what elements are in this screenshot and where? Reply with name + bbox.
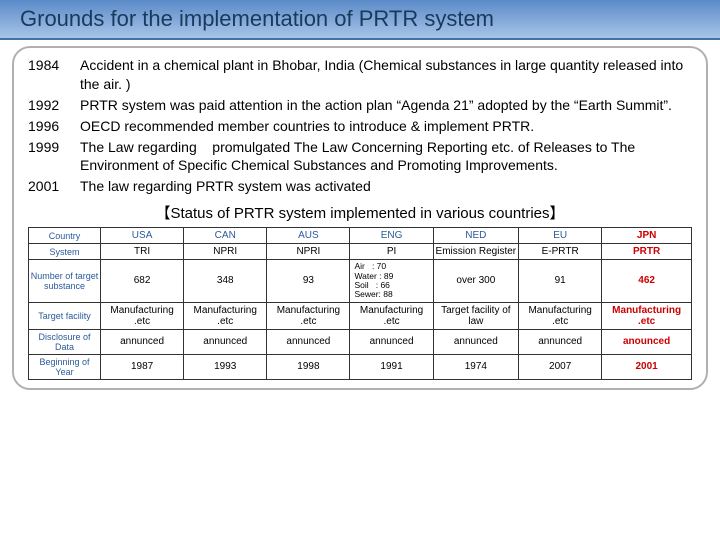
col-header: AUS — [267, 228, 350, 244]
table-cell: anounced — [602, 329, 692, 354]
table-cell: Manufacturing .etc — [184, 302, 267, 329]
col-header: EU — [519, 228, 602, 244]
table-cell: annunced — [350, 329, 433, 354]
table-cell: annunced — [101, 329, 184, 354]
table-cell: Manufacturing .etc — [519, 302, 602, 329]
table-cell: E-PRTR — [519, 244, 602, 260]
timeline-entry: 1992PRTR system was paid attention in th… — [28, 96, 692, 115]
row-header: Number of target substance — [29, 260, 101, 302]
table-cell: TRI — [101, 244, 184, 260]
table-cell: annunced — [519, 329, 602, 354]
status-table: CountryUSACANAUSENGNEDEUJPNSystemTRINPRI… — [28, 227, 692, 379]
table-cell: annunced — [267, 329, 350, 354]
table-cell: annunced — [433, 329, 518, 354]
table-cell: 462 — [602, 260, 692, 302]
table-cell: 682 — [101, 260, 184, 302]
page-title: Grounds for the implementation of PRTR s… — [20, 6, 700, 32]
timeline-entry: 1999The Law regarding promulgated The La… — [28, 138, 692, 176]
row-header: Disclosure of Data — [29, 329, 101, 354]
table-cell: over 300 — [433, 260, 518, 302]
row-header: System — [29, 244, 101, 260]
table-cell: PRTR — [602, 244, 692, 260]
table-cell: 1991 — [350, 354, 433, 379]
table-cell: Manufacturing .etc — [267, 302, 350, 329]
col-header: CAN — [184, 228, 267, 244]
table-cell: annunced — [184, 329, 267, 354]
row-header: Beginning of Year — [29, 354, 101, 379]
table-cell: 93 — [267, 260, 350, 302]
table-cell: NPRI — [184, 244, 267, 260]
table-cell: Air : 70Water : 89Soil : 66Sewer: 88 — [350, 260, 433, 302]
table-cell: 91 — [519, 260, 602, 302]
content-panel: 1984Accident in a chemical plant in Bhob… — [12, 46, 708, 390]
table-cell: NPRI — [267, 244, 350, 260]
table-cell: 348 — [184, 260, 267, 302]
table-cell: Manufacturing .etc — [602, 302, 692, 329]
table-cell: Manufacturing .etc — [101, 302, 184, 329]
table-cell: 2001 — [602, 354, 692, 379]
table-cell: 2007 — [519, 354, 602, 379]
timeline-year: 1999 — [28, 138, 76, 176]
table-cell: 1987 — [101, 354, 184, 379]
timeline-year: 2001 — [28, 177, 76, 196]
timeline-entry: 1996OECD recommended member countries to… — [28, 117, 692, 136]
col-header: ENG — [350, 228, 433, 244]
table-cell: Emission Register — [433, 244, 518, 260]
title-bar: Grounds for the implementation of PRTR s… — [0, 0, 720, 40]
table-cell: 1993 — [184, 354, 267, 379]
timeline-list: 1984Accident in a chemical plant in Bhob… — [28, 56, 692, 196]
timeline-year: 1984 — [28, 56, 76, 94]
timeline-text: The Law regarding promulgated The Law Co… — [76, 138, 692, 176]
col-header: USA — [101, 228, 184, 244]
table-cell: 1998 — [267, 354, 350, 379]
timeline-year: 1992 — [28, 96, 76, 115]
timeline-text: PRTR system was paid attention in the ac… — [76, 96, 692, 115]
col-header: NED — [433, 228, 518, 244]
table-cell: Manufacturing .etc — [350, 302, 433, 329]
timeline-text: The law regarding PRTR system was activa… — [76, 177, 692, 196]
table-cell: Target facility of law — [433, 302, 518, 329]
timeline-entry: 1984Accident in a chemical plant in Bhob… — [28, 56, 692, 94]
table-cell: PI — [350, 244, 433, 260]
table-cell: 1974 — [433, 354, 518, 379]
timeline-entry: 2001The law regarding PRTR system was ac… — [28, 177, 692, 196]
timeline-text: OECD recommended member countries to int… — [76, 117, 692, 136]
table-title: 【Status of PRTR system implemented in va… — [28, 202, 692, 223]
col-header: JPN — [602, 228, 692, 244]
row-header: Target facility — [29, 302, 101, 329]
timeline-text: Accident in a chemical plant in Bhobar, … — [76, 56, 692, 94]
row-header: Country — [29, 228, 101, 244]
timeline-year: 1996 — [28, 117, 76, 136]
